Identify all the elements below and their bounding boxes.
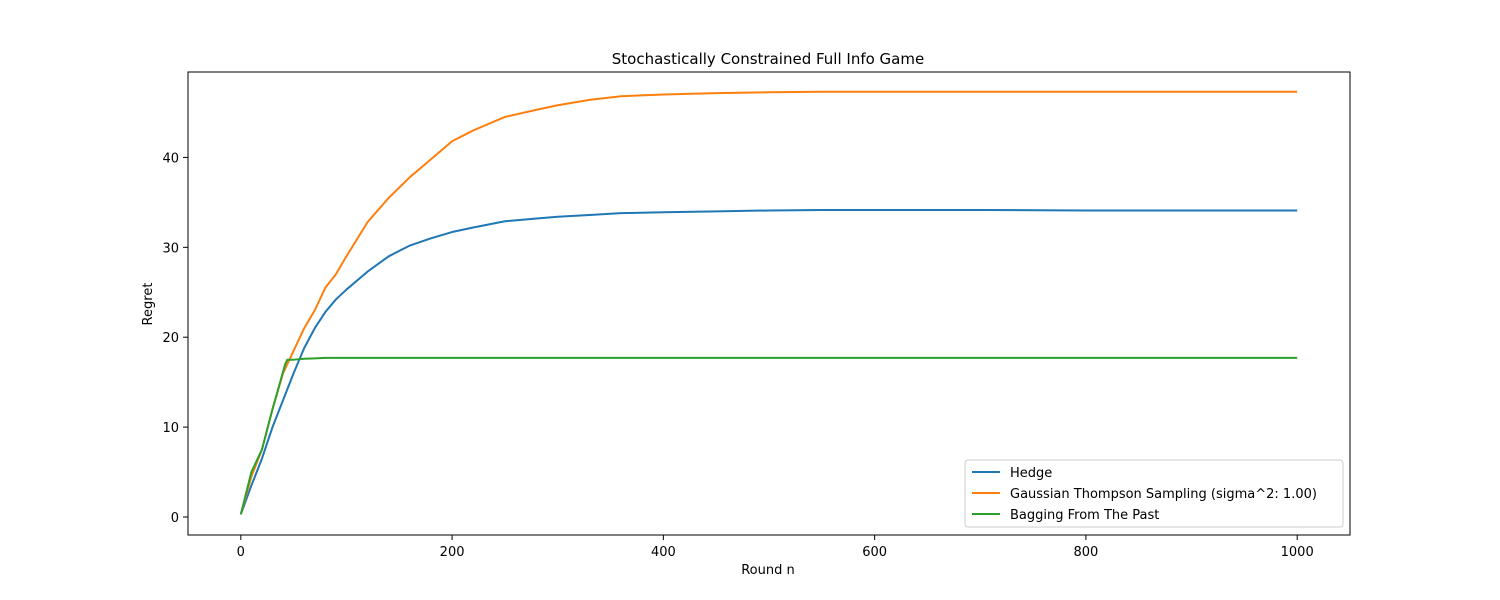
chart-title: Stochastically Constrained Full Info Gam… bbox=[612, 50, 924, 68]
series-line-thompson bbox=[239, 90, 1298, 515]
x-tick-label: 200 bbox=[440, 545, 465, 560]
x-tick-label: 400 bbox=[651, 545, 676, 560]
series-line-bagging bbox=[239, 356, 1298, 515]
legend-label-hedge: Hedge bbox=[1010, 466, 1052, 481]
legend-label-thompson: Gaussian Thompson Sampling (sigma^2: 1.0… bbox=[1010, 487, 1317, 502]
y-tick-label: 0 bbox=[171, 511, 179, 526]
y-tick-label: 20 bbox=[162, 331, 179, 346]
y-tick-label: 30 bbox=[162, 241, 179, 256]
x-axis-label: Round n bbox=[741, 563, 795, 578]
legend-label-bagging: Bagging From The Past bbox=[1010, 508, 1159, 523]
x-tick-label: 800 bbox=[1073, 545, 1098, 560]
x-axis-ticks: 0 200 400 600 800 1000 bbox=[237, 535, 1314, 560]
series-line-hedge bbox=[239, 209, 1298, 515]
x-tick-label: 600 bbox=[862, 545, 887, 560]
legend-box bbox=[964, 459, 1344, 528]
plot-frame bbox=[187, 71, 1351, 536]
y-axis-ticks: 0 10 20 30 40 bbox=[162, 151, 188, 526]
x-tick-label: 0 bbox=[237, 545, 245, 560]
y-tick-label: 10 bbox=[162, 421, 179, 436]
plot-lines bbox=[239, 90, 1298, 515]
y-axis-label: Regret bbox=[141, 283, 156, 326]
legend: Hedge Gaussian Thompson Sampling (sigma^… bbox=[964, 459, 1344, 528]
y-tick-label: 40 bbox=[162, 151, 179, 166]
x-tick-label: 1000 bbox=[1281, 545, 1314, 560]
